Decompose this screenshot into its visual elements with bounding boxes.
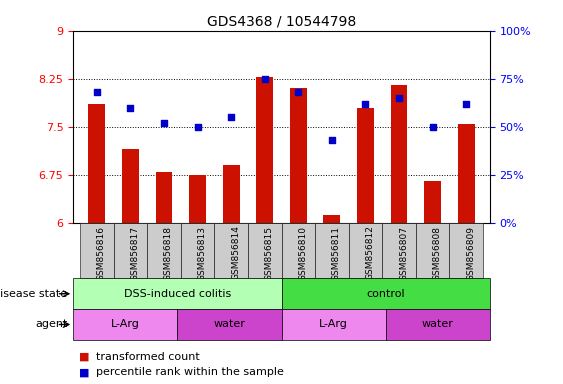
Text: GSM856811: GSM856811 [332, 225, 341, 280]
Text: DSS-induced colitis: DSS-induced colitis [124, 289, 231, 299]
Text: L-Arg: L-Arg [111, 319, 140, 329]
Text: GSM856812: GSM856812 [365, 225, 374, 280]
Text: GSM856810: GSM856810 [298, 225, 307, 280]
Bar [391, 85, 408, 223]
Text: GSM856813: GSM856813 [198, 225, 207, 280]
Bar [425, 181, 441, 223]
Bar [282, 309, 386, 340]
Title: GDS4368 / 10544798: GDS4368 / 10544798 [207, 14, 356, 28]
Text: GSM856816: GSM856816 [97, 225, 106, 280]
Text: control: control [367, 289, 405, 299]
Bar [155, 172, 172, 223]
Text: GSM856815: GSM856815 [265, 225, 274, 280]
Text: GSM856814: GSM856814 [231, 225, 240, 280]
Bar [181, 223, 215, 278]
Point [428, 124, 437, 130]
Point [260, 76, 269, 82]
Bar [282, 278, 490, 309]
Bar [73, 278, 282, 309]
Text: L-Arg: L-Arg [319, 319, 348, 329]
Text: GSM856818: GSM856818 [164, 225, 173, 280]
Bar [215, 223, 248, 278]
Point [294, 89, 303, 95]
Point [395, 95, 404, 101]
Bar [382, 223, 416, 278]
Bar [80, 223, 114, 278]
Bar [348, 223, 382, 278]
Bar [122, 149, 138, 223]
Bar [458, 124, 475, 223]
Bar [256, 77, 273, 223]
Text: GSM856807: GSM856807 [399, 225, 408, 280]
Text: water: water [422, 319, 454, 329]
Bar [114, 223, 147, 278]
Text: GSM856809: GSM856809 [466, 225, 475, 280]
Bar [324, 215, 340, 223]
Bar [386, 309, 490, 340]
Bar [147, 223, 181, 278]
Bar [248, 223, 282, 278]
Bar [88, 104, 105, 223]
Text: agent: agent [35, 319, 68, 329]
Point [92, 89, 101, 95]
Point [226, 114, 235, 120]
Text: disease state: disease state [0, 289, 68, 299]
Point [126, 104, 135, 111]
Text: ■: ■ [79, 367, 90, 377]
Text: water: water [213, 319, 245, 329]
Bar [282, 223, 315, 278]
Text: percentile rank within the sample: percentile rank within the sample [96, 367, 284, 377]
Bar [73, 309, 177, 340]
Bar [223, 165, 239, 223]
Bar [189, 175, 206, 223]
Text: ■: ■ [79, 352, 90, 362]
Bar [416, 223, 449, 278]
Point [361, 101, 370, 107]
Text: transformed count: transformed count [96, 352, 199, 362]
Bar [357, 108, 374, 223]
Point [193, 124, 202, 130]
Point [462, 101, 471, 107]
Text: GSM856817: GSM856817 [130, 225, 139, 280]
Bar [315, 223, 348, 278]
Point [328, 137, 337, 143]
Point [159, 120, 168, 126]
Bar [177, 309, 282, 340]
Text: GSM856808: GSM856808 [433, 225, 442, 280]
Bar [290, 88, 307, 223]
Bar [449, 223, 483, 278]
